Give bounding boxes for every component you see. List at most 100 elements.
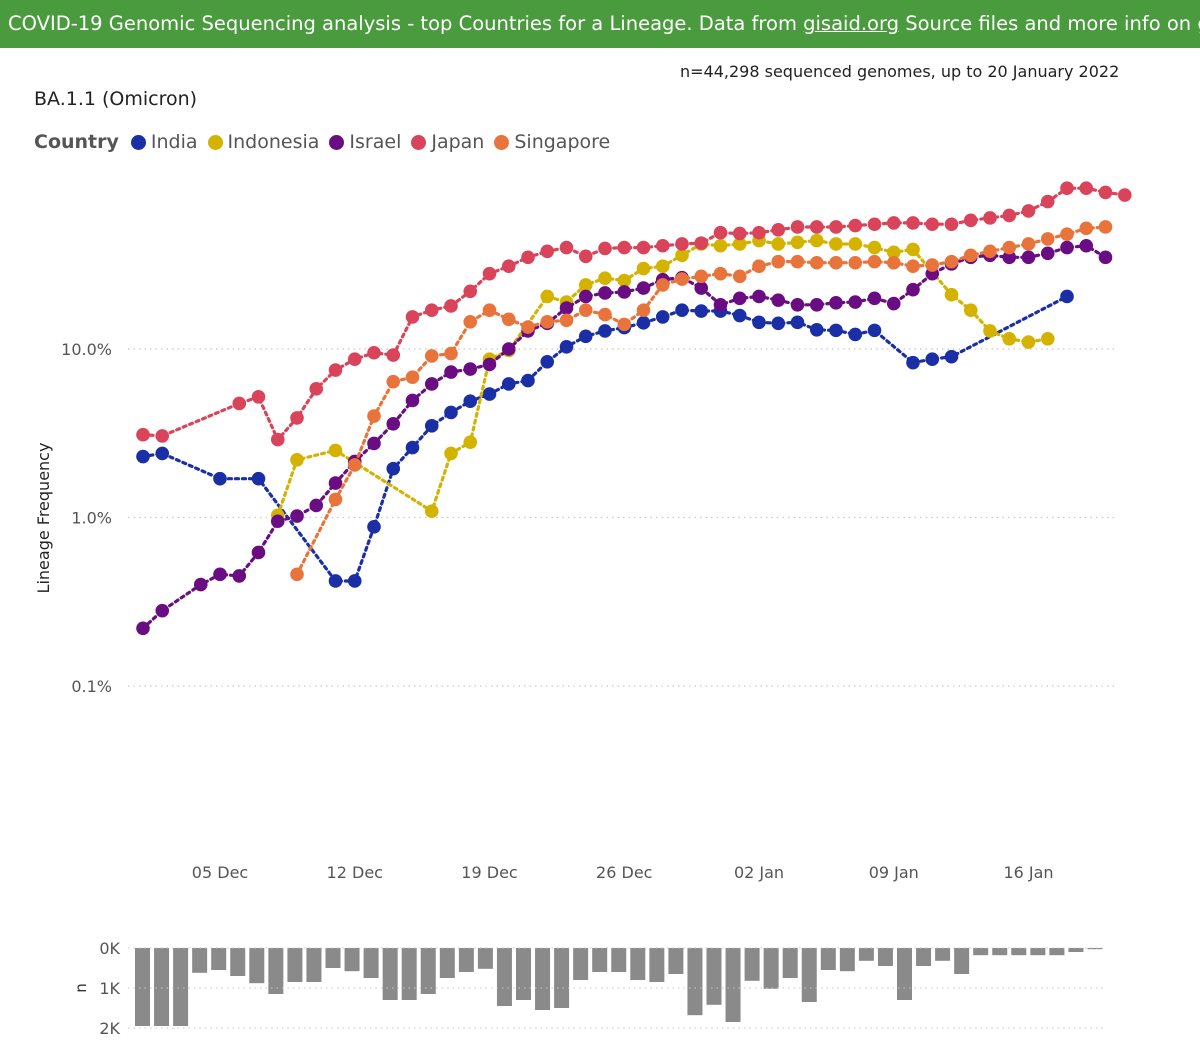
data-point — [732, 226, 747, 241]
data-point — [617, 240, 632, 255]
count-bar — [630, 948, 646, 980]
data-point — [444, 365, 458, 379]
gisaid-link[interactable]: gisaid.org — [803, 12, 900, 35]
data-point — [598, 241, 612, 256]
data-point — [809, 220, 824, 234]
count-bar — [820, 948, 836, 970]
data-point — [848, 295, 863, 309]
legend-marker-japan — [411, 134, 427, 150]
data-point — [790, 235, 805, 250]
data-point — [598, 307, 612, 322]
data-point — [1021, 250, 1036, 265]
data-point — [424, 349, 439, 363]
x-tick-label: 05 Dec — [192, 863, 248, 882]
data-point — [771, 293, 786, 307]
data-point — [983, 324, 997, 338]
data-point — [463, 435, 478, 449]
data-point — [578, 303, 593, 317]
data-point — [771, 222, 786, 237]
legend-item-indonesia[interactable]: Indonesia — [207, 131, 319, 153]
data-point — [290, 567, 304, 582]
data-point — [867, 217, 882, 232]
data-point — [444, 299, 458, 313]
data-point — [809, 297, 824, 312]
data-point — [829, 323, 843, 338]
count-bar — [306, 948, 322, 982]
series-line — [141, 186, 1127, 443]
count-bar — [477, 948, 493, 969]
legend-item-israel[interactable]: Israel — [329, 131, 401, 153]
data-point — [906, 242, 920, 257]
data-point — [848, 327, 863, 342]
data-point — [752, 259, 766, 274]
data-point — [732, 308, 747, 323]
data-point — [521, 373, 535, 388]
data-point — [251, 545, 266, 560]
github-link[interactable]: github — [1197, 12, 1200, 35]
data-point — [963, 248, 978, 263]
data-point — [771, 254, 786, 269]
count-bar — [325, 948, 341, 968]
count-axis-ticks: 0K 1K 2K — [99, 939, 1105, 1038]
data-point — [1098, 250, 1113, 265]
data-point — [559, 340, 574, 354]
count-bar — [649, 948, 665, 982]
data-point — [367, 520, 381, 534]
data-point — [405, 440, 420, 455]
data-point — [906, 216, 920, 230]
data-point — [270, 514, 285, 529]
data-point — [1060, 181, 1074, 196]
data-point — [636, 281, 651, 295]
data-point — [636, 240, 651, 255]
data-point — [232, 396, 247, 411]
data-point — [136, 621, 150, 636]
data-point — [540, 354, 555, 369]
count-bar — [935, 948, 951, 961]
data-point — [347, 352, 362, 366]
data-point — [386, 374, 401, 389]
data-point — [1002, 331, 1017, 346]
data-point — [732, 269, 747, 284]
count-bar — [592, 948, 608, 972]
count-bars — [135, 948, 1103, 1026]
count-bar — [287, 948, 303, 982]
header-banner: COVID-19 Genomic Sequencing analysis - t… — [0, 0, 1200, 48]
data-point — [213, 567, 227, 582]
data-point — [1079, 181, 1094, 196]
data-point — [963, 213, 978, 228]
legend-item-singapore[interactable]: Singapore — [494, 131, 610, 153]
data-point — [752, 315, 766, 330]
data-point — [1002, 240, 1017, 255]
data-point — [290, 509, 304, 523]
data-point — [559, 240, 574, 255]
data-point — [617, 317, 632, 332]
data-point — [501, 312, 516, 327]
data-point — [829, 237, 843, 251]
data-point — [1040, 246, 1055, 261]
legend-item-india[interactable]: India — [130, 131, 198, 153]
data-point — [1079, 221, 1094, 236]
data-point — [790, 220, 805, 234]
data-point — [328, 492, 343, 507]
count-bar — [839, 948, 855, 972]
data-point — [1040, 194, 1055, 209]
data-point — [598, 324, 612, 338]
data-point — [655, 310, 670, 324]
count-bar — [554, 948, 570, 1008]
data-point — [521, 320, 535, 334]
series-indonesia — [270, 233, 1055, 523]
data-point — [675, 272, 689, 286]
count-axis-label: n — [72, 983, 90, 993]
legend-item-japan[interactable]: Japan — [411, 131, 484, 153]
data-point — [906, 355, 920, 370]
x-tick-label: 26 Dec — [596, 863, 652, 882]
data-point — [578, 329, 593, 344]
data-point — [328, 476, 343, 490]
data-point — [1060, 227, 1074, 242]
data-point — [232, 569, 247, 583]
x-tick-label: 12 Dec — [327, 863, 383, 882]
data-point — [732, 237, 747, 251]
data-point — [328, 574, 343, 588]
data-point — [694, 304, 709, 318]
